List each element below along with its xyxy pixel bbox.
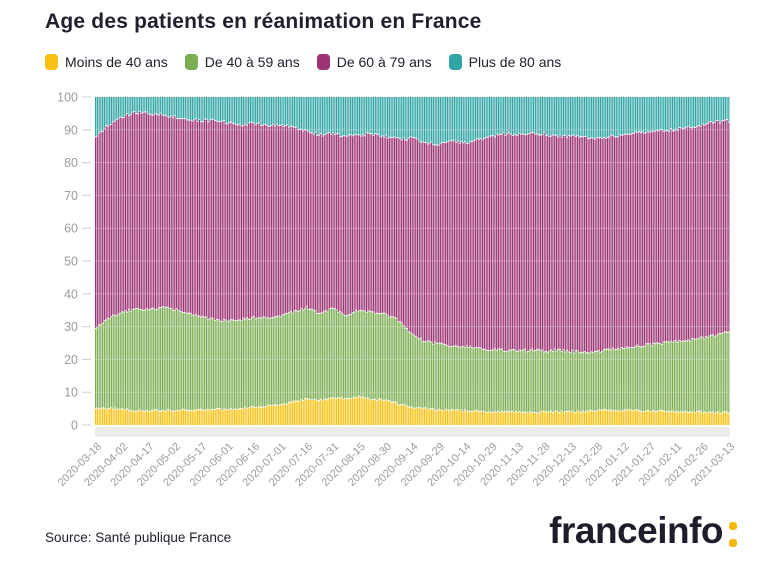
svg-text:80: 80 — [64, 156, 78, 170]
svg-text:0: 0 — [71, 419, 78, 433]
legend-label-de-60-79: De 60 à 79 ans — [336, 54, 432, 70]
legend-label-de-40-59: De 40 à 59 ans — [204, 54, 300, 70]
svg-text:10: 10 — [64, 386, 78, 400]
svg-text:70: 70 — [64, 189, 78, 203]
legend-swatch-de-40-59-icon — [184, 54, 198, 70]
svg-text:30: 30 — [64, 320, 78, 334]
legend-item-plus-de-80: Plus de 80 ans — [448, 54, 562, 70]
legend-label-moins-de-40: Moins de 40 ans — [65, 54, 168, 70]
legend-swatch-de-60-79-icon — [316, 54, 330, 70]
svg-text:40: 40 — [64, 287, 78, 301]
svg-text:60: 60 — [64, 222, 78, 236]
svg-text:100: 100 — [57, 91, 78, 105]
legend-swatch-plus-de-80-icon — [448, 54, 462, 70]
source-credit: Source: Santé publique France — [45, 530, 232, 545]
page-title: Age des patients en réanimation en Franc… — [45, 10, 482, 33]
legend-item-de-40-59: De 40 à 59 ans — [184, 54, 300, 70]
footer: Source: Santé publique France franceinfo — [0, 508, 770, 562]
legend-item-moins-de-40: Moins de 40 ans — [45, 54, 168, 70]
chart-legend: Moins de 40 ans De 40 à 59 ans De 60 à 7… — [45, 54, 561, 70]
chart-canvas[interactable]: 01020304050607080901002020-03-182020-04-… — [0, 85, 770, 510]
franceinfo-logo: franceinfo — [549, 510, 737, 552]
brand-wordmark: franceinfo — [549, 510, 723, 551]
brand-colon-icon — [729, 521, 737, 547]
legend-label-plus-de-80: Plus de 80 ans — [468, 54, 562, 70]
svg-text:50: 50 — [64, 255, 78, 269]
legend-item-de-60-79: De 60 à 79 ans — [316, 54, 432, 70]
legend-swatch-moins-de-40-icon — [45, 54, 58, 70]
svg-text:20: 20 — [64, 353, 78, 367]
stacked-bar-chart[interactable]: 0 10 20 30 40 50 60 70 80 90 100 2020-03-18 2020-04-… — [0, 85, 770, 510]
svg-text:90: 90 — [64, 123, 78, 137]
